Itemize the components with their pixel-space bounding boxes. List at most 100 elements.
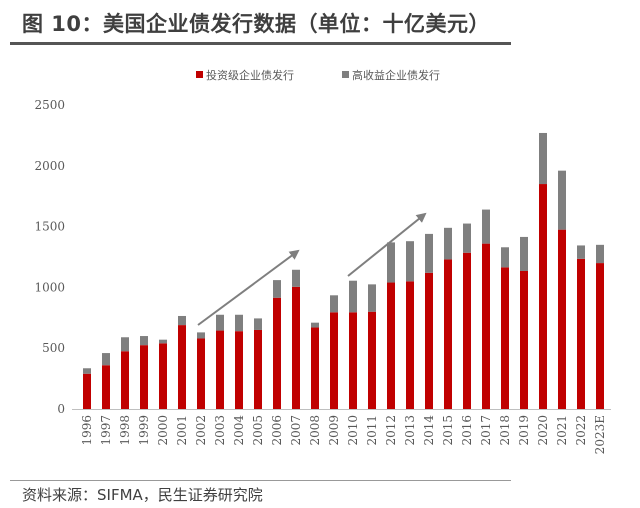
bar-high-yield <box>387 242 395 283</box>
bar-investment-grade <box>444 259 452 409</box>
x-axis: 1996 1997 1998 1999 2000 2001 2002 2003 2004 2005… <box>80 415 607 455</box>
y-tick-label: 2500 <box>34 98 65 112</box>
bar-high-yield <box>140 336 148 346</box>
x-tick-label: 2019 <box>517 415 531 446</box>
y-tick-label: 0 <box>57 402 65 416</box>
bar-investment-grade <box>254 329 262 409</box>
bar-high-yield <box>197 332 205 339</box>
bar-investment-grade <box>273 297 281 409</box>
x-tick-label: 1999 <box>137 415 151 446</box>
bar-high-yield <box>254 318 262 330</box>
bar-high-yield <box>596 244 604 264</box>
bar-investment-grade <box>387 282 395 409</box>
x-tick-label: 2013 <box>403 415 417 446</box>
bar-high-yield <box>273 280 281 298</box>
legend-swatch-high-yield <box>342 71 349 78</box>
x-tick-label: 2004 <box>232 415 246 446</box>
bar-high-yield <box>539 132 547 185</box>
bar-high-yield <box>577 245 585 259</box>
bar-high-yield <box>444 227 452 260</box>
x-tick-label: 2023E <box>593 415 607 454</box>
bar-investment-grade <box>539 184 547 409</box>
bar-investment-grade <box>463 252 471 409</box>
x-tick-label: 2010 <box>346 415 360 446</box>
x-tick-label: 2016 <box>460 415 474 446</box>
x-tick-label: 2006 <box>270 415 284 446</box>
legend-label-investment-grade: 投资级企业债发行 <box>206 68 294 82</box>
bar-high-yield <box>406 241 414 282</box>
bar-investment-grade <box>140 345 148 409</box>
bar-high-yield <box>520 236 528 271</box>
bar-investment-grade <box>406 281 414 409</box>
bar-high-yield <box>292 269 300 287</box>
bar-investment-grade <box>102 365 110 409</box>
bar-investment-grade <box>292 286 300 409</box>
legend: 投资级企业债发行 高收益企业债发行 <box>196 68 440 82</box>
x-tick-label: 2008 <box>308 415 322 446</box>
x-tick-label: 2005 <box>251 415 265 446</box>
x-tick-label: 2022 <box>574 415 588 446</box>
bar-high-yield <box>425 233 433 273</box>
x-tick-label: 2018 <box>498 415 512 446</box>
bar-investment-grade <box>577 258 585 409</box>
bar-investment-grade <box>216 330 224 409</box>
x-tick-label: 2009 <box>327 415 341 446</box>
x-tick-label: 1997 <box>99 415 113 446</box>
bar-investment-grade <box>83 373 91 409</box>
bar-high-yield <box>83 368 91 374</box>
bar-investment-grade <box>197 338 205 409</box>
y-tick-label: 1500 <box>34 220 65 234</box>
x-tick-label: 2002 <box>194 415 208 446</box>
bar-investment-grade <box>596 263 604 409</box>
bar-high-yield <box>121 337 129 352</box>
bar-investment-grade <box>178 325 186 409</box>
bar-high-yield <box>330 295 338 313</box>
y-tick-label: 2000 <box>34 159 65 173</box>
x-tick-label: 2015 <box>441 415 455 446</box>
bar-investment-grade <box>330 312 338 409</box>
bar-investment-grade <box>425 272 433 409</box>
x-tick-label: 2017 <box>479 415 493 446</box>
legend-swatch-investment-grade <box>196 71 203 78</box>
trend-arrow-1 <box>197 249 300 326</box>
bar-investment-grade <box>482 243 490 409</box>
stacked-bar-chart: 投资级企业债发行 高收益企业债发行 0 500 1000 1500 2000 2500 1… <box>34 68 611 455</box>
title-divider <box>10 42 511 45</box>
bar-high-yield <box>159 339 167 344</box>
bar-investment-grade <box>235 331 243 409</box>
bar-investment-grade <box>520 270 528 409</box>
bar-investment-grade <box>368 311 376 409</box>
bar-high-yield <box>463 223 471 253</box>
legend-label-high-yield: 高收益企业债发行 <box>352 68 440 82</box>
bar-high-yield <box>102 353 110 366</box>
bars <box>83 132 604 409</box>
x-tick-label: 2021 <box>555 415 569 446</box>
x-tick-label: 1996 <box>80 415 94 446</box>
bar-high-yield <box>501 247 509 268</box>
x-tick-label: 2007 <box>289 415 303 446</box>
x-tick-label: 1998 <box>118 415 132 446</box>
bar-high-yield <box>558 170 566 230</box>
bar-high-yield <box>482 209 490 244</box>
bar-high-yield <box>311 322 319 328</box>
source-divider <box>10 480 511 481</box>
x-tick-label: 2011 <box>365 415 379 446</box>
y-axis: 0 500 1000 1500 2000 2500 <box>34 98 65 416</box>
x-tick-label: 2014 <box>422 415 436 446</box>
y-tick-label: 500 <box>42 341 65 355</box>
bar-high-yield <box>178 315 186 326</box>
y-tick-label: 1000 <box>34 280 65 294</box>
bar-investment-grade <box>121 351 129 409</box>
x-tick-label: 2020 <box>536 415 550 446</box>
source-note: 资料来源：SIFMA，民生证券研究院 <box>22 486 263 504</box>
bar-investment-grade <box>311 327 319 409</box>
bar-investment-grade <box>349 312 357 409</box>
x-tick-label: 2012 <box>384 415 398 446</box>
bar-investment-grade <box>501 267 509 409</box>
bar-investment-grade <box>159 343 167 409</box>
x-tick-label: 2000 <box>156 415 170 446</box>
x-tick-label: 2001 <box>175 415 189 446</box>
x-tick-label: 2003 <box>213 415 227 446</box>
trend-arrow-2 <box>347 212 427 277</box>
bar-high-yield <box>216 314 224 331</box>
